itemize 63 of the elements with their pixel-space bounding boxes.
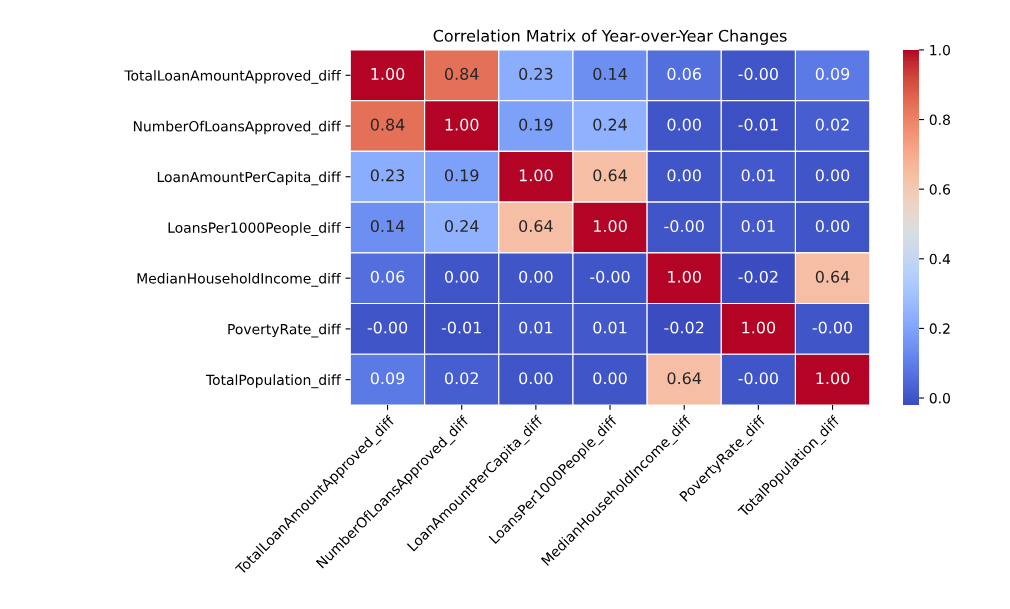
- data-label: 0.24: [444, 220, 479, 233]
- data-label: 1.00: [519, 169, 553, 182]
- data-label: -0.02: [664, 321, 704, 334]
- data-label: 0.09: [370, 372, 405, 385]
- color-bar-label: 0.6: [929, 184, 951, 195]
- data-label: 0.19: [444, 169, 479, 182]
- data-label: -0.01: [441, 321, 481, 334]
- data-label: -0.00: [367, 321, 408, 334]
- data-label: -0.00: [590, 270, 630, 283]
- color-bar-label: 0.2: [929, 323, 950, 334]
- data-label: 1.00: [816, 372, 850, 385]
- data-label: 0.06: [667, 67, 701, 80]
- data-label: 0.23: [370, 169, 405, 182]
- data-label: 0.64: [815, 270, 850, 283]
- data-label: 1.00: [371, 67, 405, 80]
- data-label: 0.19: [519, 118, 553, 131]
- data-label: 0.23: [519, 67, 553, 80]
- data-label: 0.84: [370, 118, 405, 131]
- color-bar-label: 1.0: [930, 44, 950, 56]
- chart-title: Correlation Matrix of Year-over-Year Changes: [433, 29, 787, 45]
- data-label: 0.00: [667, 169, 701, 182]
- data-label: 0.02: [815, 118, 849, 131]
- data-label: 0.00: [815, 220, 850, 233]
- data-label: 0.00: [519, 372, 553, 385]
- data-label: 0.02: [444, 372, 478, 385]
- data-label: 1.00: [742, 321, 776, 334]
- data-label: 1.00: [594, 220, 627, 233]
- data-label: -0.00: [738, 67, 778, 80]
- color-bar-label: 0.8: [929, 114, 950, 126]
- data-label: 0.00: [667, 118, 701, 131]
- data-label: 0.00: [444, 270, 479, 283]
- y-tick-label: NumberOfLoansApproved_diff: [133, 120, 341, 135]
- data-label: 0.14: [593, 67, 627, 80]
- data-label: 0.01: [741, 169, 775, 182]
- data-label: 0.14: [370, 220, 405, 233]
- data-label: 0.00: [815, 169, 850, 182]
- data-label: -0.00: [738, 372, 778, 385]
- data-label: 0.84: [444, 67, 479, 80]
- data-label: -0.01: [738, 118, 778, 131]
- data-label: 0.01: [519, 321, 553, 334]
- data-label: 1.00: [445, 118, 479, 131]
- data-label: 0.00: [519, 270, 553, 283]
- y-tick-label: LoanAmountPerCapita_diff: [157, 171, 342, 186]
- data-label: 1.00: [668, 270, 701, 283]
- data-label: -0.00: [664, 220, 704, 233]
- y-tick-label: PovertyRate_diff: [228, 323, 342, 338]
- data-label: 0.01: [593, 321, 627, 334]
- data-label: -0.02: [738, 270, 778, 283]
- data-label: 0.01: [741, 220, 775, 233]
- y-tick-label: TotalPopulation_diff: [205, 374, 342, 389]
- y-tick-label: LoansPer1000People_diff: [168, 222, 342, 237]
- data-label: 0.00: [593, 372, 627, 385]
- y-tick-label: MedianHouseholdIncome_diff: [137, 272, 342, 287]
- data-label: 0.64: [519, 220, 553, 233]
- data-label: -0.00: [812, 321, 853, 334]
- data-label: 0.64: [593, 169, 627, 182]
- y-tick-label: TotalLoanAmountApproved_diff: [124, 70, 342, 84]
- data-label: 0.24: [593, 118, 627, 131]
- data-label: 0.06: [370, 270, 405, 283]
- color-bar-label: 0.4: [929, 253, 951, 265]
- data-label: 0.64: [667, 372, 702, 385]
- data-label: 0.09: [815, 67, 850, 80]
- color-bar-label: 0.0: [929, 392, 950, 404]
